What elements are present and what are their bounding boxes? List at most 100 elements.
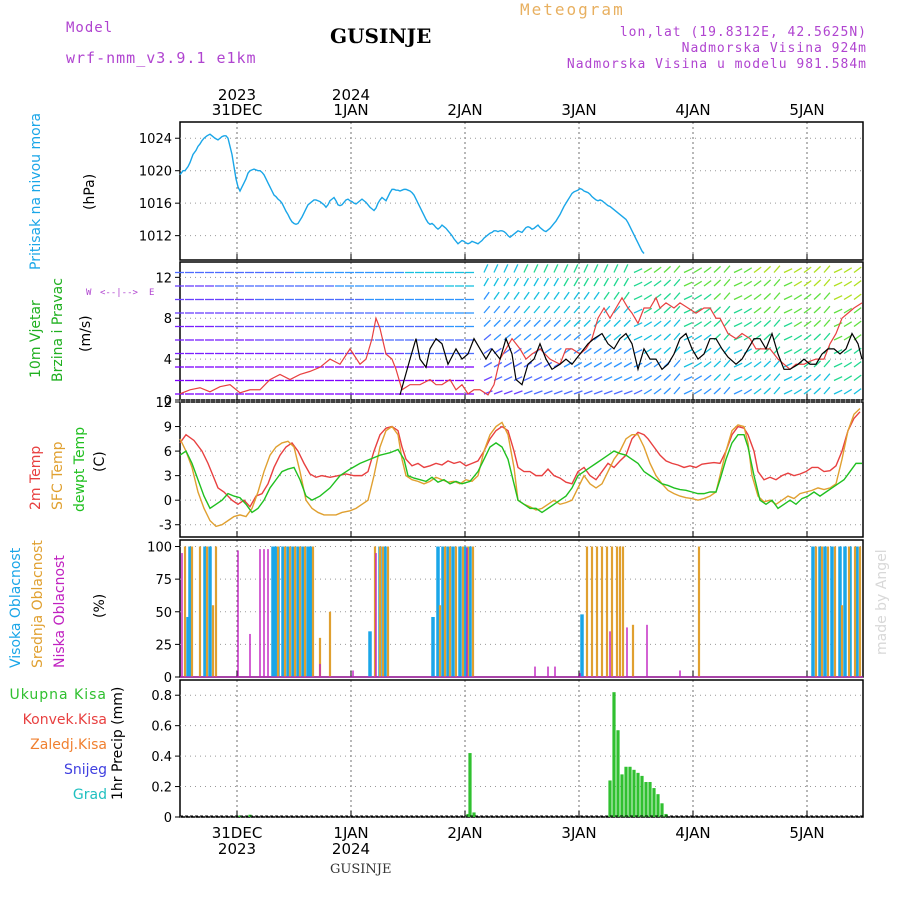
- wind-arrow: [843, 321, 853, 328]
- wind-arrow: [803, 361, 812, 368]
- wind-arrow: [733, 362, 743, 368]
- wind-arrow: [843, 294, 853, 301]
- wind-arrow: [543, 277, 550, 287]
- wind-arrow: [823, 319, 831, 327]
- wind-arrow: [513, 264, 519, 273]
- wind-arrow: [843, 375, 853, 382]
- dewpt-line: [179, 434, 862, 514]
- wind-arrow: [723, 386, 731, 395]
- wind-arrow: [833, 389, 843, 395]
- wind-arrow: [743, 294, 753, 301]
- wind-arrow: [623, 291, 630, 300]
- date-year-bottom: 2024: [332, 840, 370, 858]
- wind-arrow: [503, 319, 511, 327]
- wind-arrow: [713, 319, 722, 327]
- precip-bar: [624, 766, 628, 817]
- wind-arrow: [853, 388, 862, 395]
- wind-arrow: [793, 334, 803, 341]
- low-cloud-bar: [319, 663, 321, 677]
- high-cloud-bar: [463, 546, 467, 677]
- mid-cloud-bar: [820, 546, 824, 677]
- wind-arrow: [673, 305, 681, 314]
- wind-arrow: [803, 266, 812, 274]
- wind-arrow: [853, 320, 862, 328]
- wind-arrow: [733, 389, 743, 395]
- low-cloud-bar: [263, 549, 265, 677]
- t2m-line: [179, 411, 861, 508]
- temp-ytick-label: 0: [164, 494, 172, 509]
- wind-arrow: [633, 335, 643, 341]
- wind-arrow: [833, 335, 843, 341]
- wind-arrow: [683, 376, 693, 382]
- wind-arrow: [543, 390, 553, 395]
- wind-arrow: [703, 347, 712, 355]
- wind-arrow: [773, 265, 781, 273]
- wind-arrow: [793, 267, 803, 274]
- panel-frame-2: [179, 401, 864, 538]
- mid-cloud-bar: [288, 546, 292, 677]
- wind-arrow: [483, 305, 491, 314]
- wind-arrow: [783, 335, 793, 341]
- wind-arrow: [853, 293, 862, 301]
- wind-arrow: [853, 280, 862, 287]
- wind-arrow: [573, 376, 583, 382]
- wind-arrow: [813, 265, 822, 273]
- wind-arrow: [543, 264, 549, 273]
- wind-arrow: [713, 292, 722, 300]
- cloud-ytick-label: 50: [155, 606, 172, 621]
- wind-arrow: [483, 361, 493, 368]
- wind-arrow: [523, 333, 532, 341]
- wind-arrow: [783, 389, 793, 395]
- wind-arrow: [733, 308, 743, 314]
- wind-arrow: [813, 306, 822, 314]
- mid-cloud-bar: [373, 546, 377, 677]
- wind-arrow: [723, 278, 731, 287]
- mid-cloud-bar: [600, 546, 604, 677]
- wind-arrow: [833, 376, 843, 382]
- wind-arrow: [813, 387, 822, 395]
- temp-ytick-label: 9: [164, 421, 172, 436]
- wind-arrow: [583, 361, 593, 368]
- mid-cloud-bar: [621, 546, 625, 677]
- wind-arrow: [663, 333, 672, 341]
- wind-arrow: [613, 291, 620, 300]
- low-cloud-bar: [534, 666, 536, 677]
- wind-arrow: [733, 376, 743, 382]
- wind-axis-sublabel: Brzina i Pravac: [50, 278, 66, 382]
- date-year-bottom: 2023: [218, 840, 256, 858]
- wind-arrow: [553, 319, 561, 327]
- wind-arrow: [803, 307, 812, 314]
- wind-ytick-label: 0: [164, 394, 172, 409]
- wind-arrow: [533, 361, 543, 368]
- mid-cloud-bar: [448, 546, 452, 677]
- low-cloud-bar: [259, 549, 261, 677]
- wind-arrow: [823, 359, 831, 368]
- high-cloud-bar: [843, 546, 847, 677]
- mid-cloud-bar: [585, 546, 589, 677]
- high-cloud-bar: [368, 631, 372, 677]
- wind-arrow: [673, 373, 681, 381]
- mid-cloud-bar: [211, 605, 215, 677]
- date-day-top: 3JAN: [561, 101, 596, 119]
- precip-ytick-label: 0.2: [151, 781, 172, 796]
- wind-arrow: [693, 294, 703, 301]
- wind-arrow: [763, 279, 772, 287]
- model-name: wrf-nmm_v3.9.1 e1km: [66, 49, 257, 67]
- wind-arrow: [823, 373, 831, 381]
- wind-arrow: [513, 361, 523, 368]
- wind-arrow: [573, 305, 581, 314]
- wind-arrow: [833, 308, 843, 314]
- wind-arrow: [673, 386, 681, 395]
- legend-convective: Konvek.Kisa: [22, 712, 107, 728]
- wind-arrow: [583, 333, 592, 341]
- wind-arrow: [663, 292, 672, 300]
- wind-arrow: [803, 320, 812, 328]
- date-day-top: 31DEC: [212, 101, 263, 119]
- temp-unit-label: (C): [92, 451, 108, 472]
- mid-cloud-bar: [183, 546, 187, 677]
- wind-arrow: [543, 376, 553, 382]
- precip-axis-label: 1hr Precip (mm): [110, 686, 126, 800]
- wind-arrow: [803, 388, 812, 395]
- wind-arrow: [713, 265, 722, 273]
- mid-cloud-bar: [303, 546, 307, 677]
